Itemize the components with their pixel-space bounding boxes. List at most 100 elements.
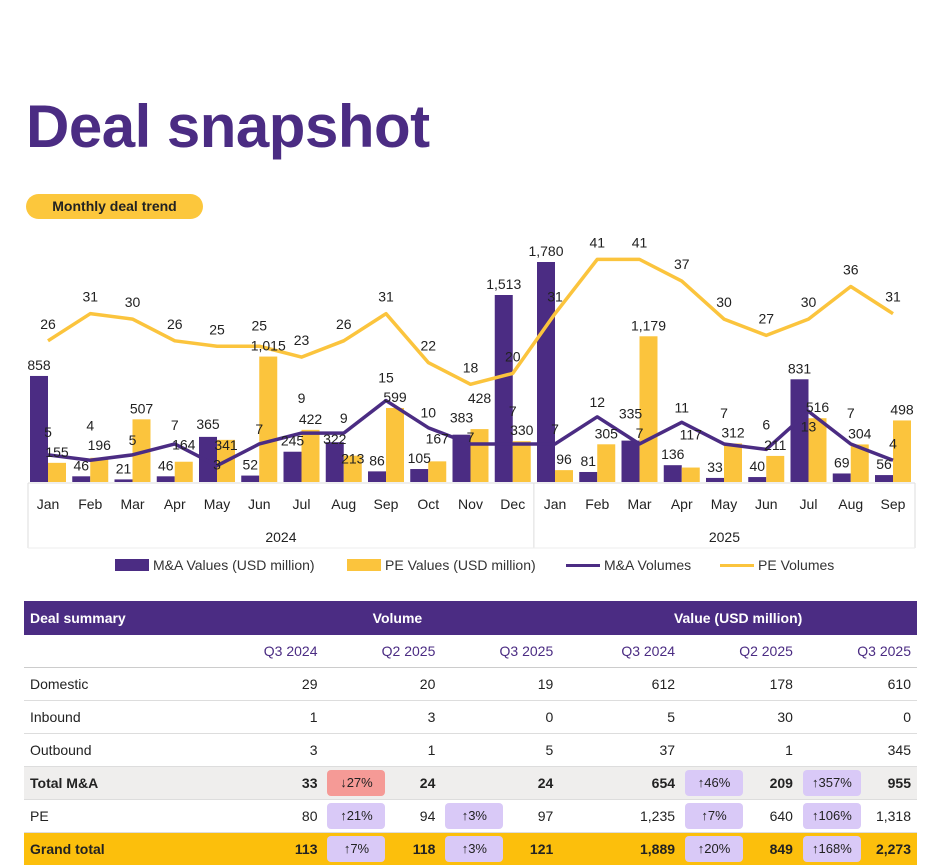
ma-value-label: 383 [450,410,474,426]
ma-volume-label: 13 [801,418,817,434]
table-row: Grand total 113 ↑7% 118 ↑3% 121 1,889 ↑20% 849 ↑1… [24,832,917,865]
change-cell: ↑7% [323,832,390,865]
ma-volume-label: 5 [129,432,137,448]
legend-swatch [347,559,381,571]
value-cell: 1,318 [864,799,917,833]
ma-value-label: 831 [788,360,812,376]
ma-value-bar [156,476,175,482]
legend-label: M&A Volumes [604,557,692,573]
change-cell [323,700,390,734]
value-cell: 94 [389,799,442,833]
table-row: PE 80 ↑21% 94 ↑3% 97 1,235 ↑7% 640 ↑106% 1,318 [24,799,917,833]
pe-volume-label: 30 [125,294,141,310]
pe-value-label: 305 [595,425,619,441]
change-badge: ↑46% [685,770,744,796]
pe-volume-label: 25 [209,321,225,337]
pe-value-bar [681,467,700,482]
value-cell: 209 [747,766,799,800]
ma-value-label: 56 [876,456,892,472]
ma-volume-label: 6 [762,416,770,432]
pe-volume-label: 26 [336,316,352,332]
value-cell: 5 [559,700,682,734]
pe-value-label: 117 [680,427,703,443]
pe-value-label: 164 [172,437,196,453]
pe-volume-label: 26 [167,316,183,332]
value-cell: 97 [507,799,560,833]
change-badge: ↓27% [327,770,386,796]
monthly-deal-trend-chart: 858155526Jan46196431Feb21507530Mar461647… [27,234,916,549]
pe-volume-label: 41 [589,234,605,250]
value-cell: 955 [864,766,917,800]
table-row: Inbound 1 3 0 5 30 0 [24,700,917,734]
pe-value-label: 341 [214,437,238,453]
change-cell [323,667,390,701]
pe-volume-label: 31 [378,289,394,305]
ma-volume-label: 3 [213,457,221,473]
legend-ma-volumes: M&A Volumes [566,557,691,573]
ma-value-bar [579,471,598,482]
pe-value-bar [512,441,531,482]
ma-value-label: 245 [281,433,305,449]
ma-value-label: 105 [408,450,432,466]
ma-volume-label: 7 [509,403,517,419]
change-cell [681,733,747,767]
subheader: Q3 2025 [441,635,560,668]
month-tick-label: Jun [755,496,778,512]
month-tick-label: Jul [800,496,818,512]
value-cell: 30 [747,700,799,734]
ma-volume-label: 7 [636,425,644,441]
pe-value-label: 1,179 [631,317,666,333]
month-tick-label: Dec [500,496,525,512]
pe-volume-label: 37 [674,256,690,272]
value-cell: 1,235 [559,799,682,833]
legend-ma-values: M&A Values (USD million) [115,557,315,573]
pe-volume-label: 31 [885,289,901,305]
change-cell: ↑7% [681,799,747,833]
ma-value-label: 46 [73,457,89,473]
pe-value-label: 211 [764,437,787,453]
pe-volume-label: 22 [420,338,436,354]
pe-value-bar [48,462,66,482]
year-label-2024: 2024 [265,529,296,545]
change-badge: ↑21% [327,803,386,829]
row-label: Domestic [24,667,236,701]
value-cell: 345 [864,733,917,767]
ma-value-bar [283,451,302,482]
ma-value-bar [72,476,91,482]
value-cell: 2,273 [864,832,917,865]
legend-pe-values: PE Values (USD million) [347,557,536,573]
change-cell: ↓27% [323,766,390,800]
change-badge: ↑3% [445,803,504,829]
month-tick-label: Sep [374,496,399,512]
subheader: Q2 2025 [323,635,442,668]
pe-value-bar [850,444,869,482]
month-tick-label: Jan [544,496,567,512]
ma-value-bar [241,475,260,482]
month-tick-label: May [204,496,230,512]
pe-volume-label: 30 [716,294,732,310]
month-tick-label: Jun [248,496,271,512]
pe-value-label: 312 [721,424,745,440]
ma-value-label: 52 [242,457,258,473]
change-badge: ↑7% [685,803,744,829]
change-cell [681,700,747,734]
pe-volume-label: 26 [40,316,56,332]
value-cell: 0 [864,700,917,734]
change-badge: ↑168% [802,836,861,862]
ma-value-label: 21 [116,460,132,476]
subheader: Q3 2025 [798,635,917,668]
pe-value-label: 330 [510,422,534,438]
table-row: Outbound 3 1 5 37 1 345 [24,733,917,767]
pe-value-bar [893,420,911,482]
pe-value-label: 498 [890,401,914,417]
change-cell: ↑21% [323,799,390,833]
value-cell: 5 [507,733,560,767]
pe-value-label: 167 [426,430,450,446]
ma-value-label: 365 [196,416,220,432]
ma-volume-label: 11 [674,399,689,415]
ma-value-label: 46 [158,457,174,473]
change-cell [323,733,390,767]
row-label: Grand total [24,832,236,865]
value-cell: 37 [559,733,682,767]
